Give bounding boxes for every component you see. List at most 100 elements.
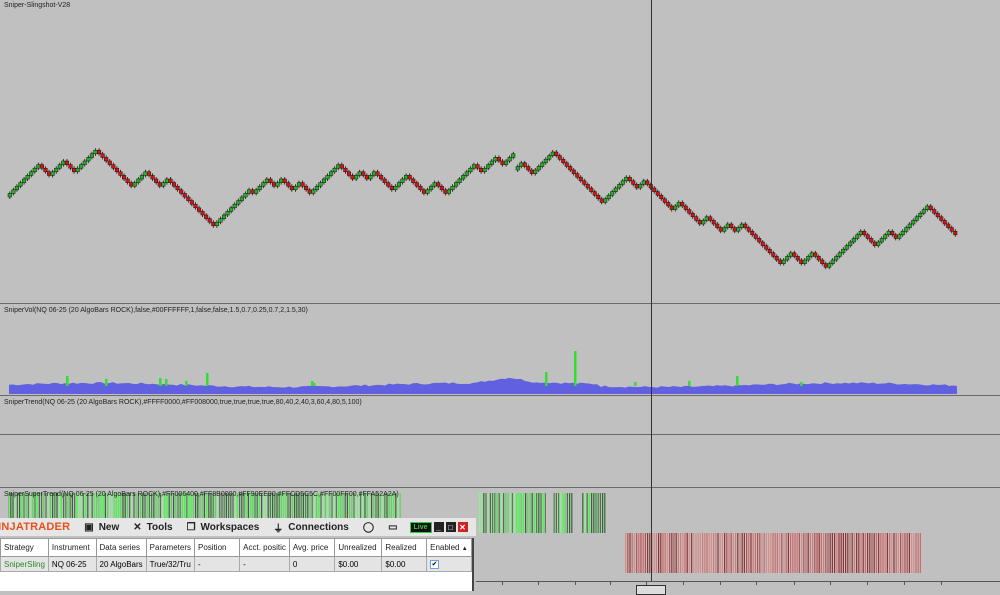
supertrend-up-bar — [19, 493, 21, 533]
up-brick — [221, 214, 227, 219]
supertrend-up-bar — [397, 493, 399, 533]
supertrend-up-bar — [322, 493, 324, 533]
supertrend-up-bar — [505, 493, 507, 533]
supertrend-up-bar — [478, 493, 480, 533]
cell-realized: $0.00 — [381, 556, 428, 572]
up-brick — [855, 234, 860, 239]
up-brick — [844, 245, 849, 250]
supertrend-down-bar — [906, 533, 908, 573]
down-brick — [928, 205, 933, 210]
sniper-supertrend-label: SniperSuperTrend(NQ 06-25 (20 AlgoBars R… — [4, 491, 399, 498]
column-header-avg-price[interactable]: Avg. price — [288, 538, 336, 557]
table-row[interactable]: SniperSling NQ 06-25 20 AlgoBars True/32… — [0, 556, 472, 572]
supertrend-up-bar — [593, 493, 595, 533]
supertrend-down-bar — [761, 533, 763, 573]
time-tick — [502, 582, 503, 585]
tools-menu[interactable]: ✕ Tools — [133, 522, 172, 533]
up-brick — [404, 175, 409, 180]
volume-area — [9, 377, 957, 394]
supertrend-up-bar — [190, 493, 192, 533]
enabled-checkbox[interactable]: ✔ — [430, 560, 440, 569]
up-brick — [785, 256, 790, 261]
up-brick — [543, 158, 548, 164]
workspaces-menu[interactable]: ❐ Workspaces — [187, 522, 260, 533]
minimize-button[interactable]: _ — [433, 522, 444, 532]
supertrend-up-bar — [236, 493, 238, 533]
supertrend-down-bar — [801, 533, 803, 573]
chart-title: Sniper-Slingshot-V28 — [4, 2, 71, 9]
up-brick — [229, 207, 234, 212]
up-brick — [907, 223, 912, 228]
down-brick — [792, 252, 797, 257]
supertrend-up-bar — [503, 493, 505, 533]
up-brick — [22, 178, 27, 183]
panel-divider[interactable] — [0, 487, 1000, 488]
up-brick — [61, 160, 66, 165]
up-brick — [164, 178, 169, 183]
supertrend-down-bar — [662, 533, 664, 573]
connection-status-button[interactable]: ◯ — [363, 522, 374, 533]
up-brick — [617, 184, 622, 189]
panel-divider[interactable] — [0, 395, 1000, 396]
supertrend-up-bar — [520, 493, 522, 533]
column-header-instrument[interactable]: Instrument — [47, 538, 97, 557]
supertrend-down-bar — [774, 533, 776, 573]
column-header-data-series[interactable]: Data series — [95, 538, 147, 557]
supertrend-up-bar — [234, 493, 236, 533]
down-brick — [68, 164, 73, 169]
connections-menu[interactable]: ⏚ Connections — [273, 520, 349, 535]
supertrend-down-bar — [664, 533, 666, 573]
column-header-parameters[interactable]: Parameters — [145, 538, 196, 557]
supertrend-up-bar — [36, 493, 38, 533]
supertrend-up-bar — [263, 493, 265, 533]
supertrend-down-bar — [640, 533, 642, 573]
supertrend-up-bar — [602, 493, 604, 533]
supertrend-up-bar — [511, 493, 513, 533]
supertrend-up-bar — [360, 493, 362, 533]
up-brick — [54, 167, 59, 173]
supertrend-up-bar — [192, 493, 194, 533]
supertrend-up-bar — [63, 493, 65, 533]
up-brick — [781, 259, 786, 264]
supertrend-up-bar — [333, 493, 335, 533]
column-header-acct-position[interactable]: Acct. positic — [239, 538, 290, 557]
supertrend-up-bar — [67, 493, 69, 533]
up-brick — [296, 182, 302, 187]
column-header-realized[interactable]: Realized — [381, 538, 428, 557]
supertrend-down-bar — [730, 533, 732, 573]
supertrend-up-bar — [199, 493, 201, 533]
down-brick — [104, 157, 109, 162]
supertrend-up-bar — [494, 493, 496, 533]
down-brick — [890, 230, 895, 236]
up-brick — [725, 223, 730, 228]
down-brick — [578, 176, 583, 182]
up-brick — [393, 185, 398, 191]
maximize-button[interactable]: □ — [445, 522, 456, 532]
down-brick — [196, 207, 202, 212]
down-brick — [479, 167, 484, 173]
tools-icon: ✕ — [133, 521, 142, 533]
supertrend-up-bar — [571, 493, 573, 533]
up-brick — [7, 193, 12, 198]
up-brick — [610, 191, 615, 196]
panel-divider[interactable] — [0, 303, 1000, 304]
column-header-strategy[interactable]: Strategy — [0, 538, 49, 557]
panel-divider[interactable] — [0, 434, 1000, 435]
supertrend-up-bar — [349, 493, 351, 533]
chat-button[interactable]: ▭ — [388, 522, 397, 533]
column-header-position[interactable]: Position — [194, 538, 241, 557]
supertrend-up-bar — [12, 493, 14, 533]
up-brick — [638, 184, 643, 189]
close-button[interactable]: ✕ — [457, 522, 468, 532]
supertrend-up-bar — [379, 493, 381, 533]
down-brick — [708, 216, 713, 221]
up-brick — [57, 164, 62, 169]
column-header-enabled[interactable]: Enabled ▲ — [426, 538, 472, 557]
up-brick — [834, 256, 839, 261]
supertrend-up-bar — [538, 493, 540, 533]
time-axis[interactable] — [476, 581, 1000, 592]
column-header-unrealized[interactable]: Unrealized — [334, 538, 383, 557]
supertrend-up-bar — [175, 493, 177, 533]
new-menu[interactable]: ▣ New — [84, 522, 119, 533]
